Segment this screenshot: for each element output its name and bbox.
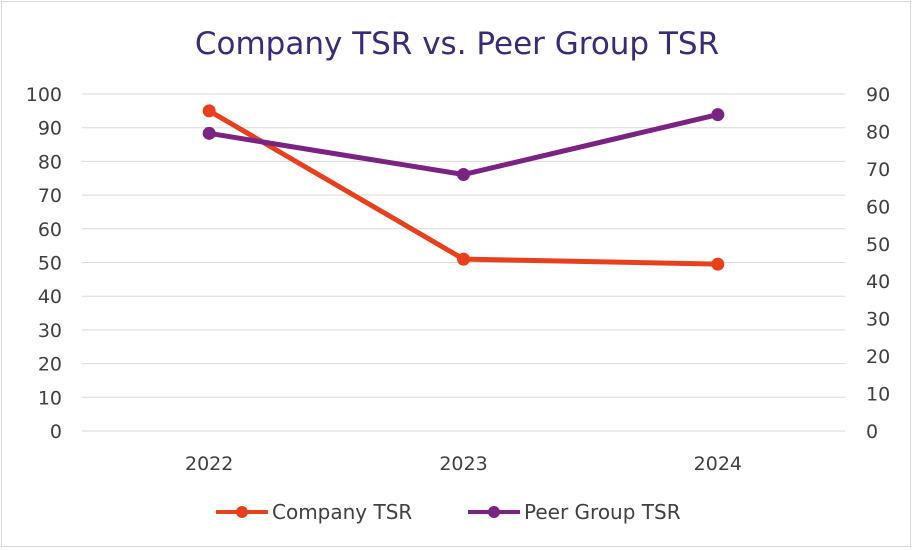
data-point[interactable] — [457, 252, 470, 266]
legend-label-company: Company TSR — [272, 500, 412, 524]
left-tick-label: 0 — [50, 421, 62, 443]
left-tick-label: 20 — [38, 354, 62, 376]
left-tick-label: 70 — [38, 185, 62, 207]
right-axis-ticks: 0 10 20 30 40 50 60 70 80 90 — [866, 84, 890, 443]
data-point[interactable] — [457, 168, 470, 182]
data-point[interactable] — [202, 126, 216, 140]
right-tick-label: 70 — [866, 159, 890, 181]
right-tick-label: 20 — [866, 346, 890, 368]
right-tick-label: 40 — [866, 271, 890, 293]
right-tick-label: 0 — [866, 421, 878, 443]
right-tick-label: 30 — [866, 309, 890, 331]
right-tick-label: 10 — [866, 384, 890, 406]
legend-item-peer-group-tsr[interactable]: Peer Group TSR — [468, 500, 681, 524]
right-tick-label: 90 — [866, 84, 890, 106]
legend-item-company-tsr[interactable]: Company TSR — [216, 500, 412, 524]
legend-marker-peer — [488, 506, 500, 518]
left-tick-label: 90 — [38, 118, 62, 140]
right-tick-label: 50 — [866, 234, 890, 256]
left-tick-label: 100 — [26, 84, 62, 106]
left-tick-label: 80 — [38, 151, 62, 173]
x-axis-ticks: 2022 2023 2024 — [185, 453, 742, 475]
left-tick-label: 10 — [38, 387, 62, 409]
legend-label-peer: Peer Group TSR — [524, 500, 681, 524]
x-tick-label: 2022 — [185, 453, 233, 475]
left-tick-label: 40 — [38, 286, 62, 308]
x-tick-label: 2023 — [439, 453, 487, 475]
series-lines — [202, 104, 725, 271]
series-line-peer — [206, 112, 721, 178]
left-axis-ticks: 0 10 20 30 40 50 60 70 80 90 100 — [26, 84, 62, 443]
data-point[interactable] — [711, 257, 725, 271]
left-tick-label: 60 — [38, 219, 62, 241]
right-tick-label: 60 — [866, 196, 890, 218]
left-tick-label: 50 — [38, 253, 62, 275]
x-tick-label: 2024 — [694, 453, 742, 475]
data-point[interactable] — [202, 104, 216, 118]
legend-marker-company — [236, 506, 248, 518]
legend: Company TSR Peer Group TSR — [216, 500, 681, 524]
left-tick-label: 30 — [38, 320, 62, 342]
data-point[interactable] — [711, 108, 725, 122]
chart-title: Company TSR vs. Peer Group TSR — [195, 26, 719, 62]
right-tick-label: 80 — [866, 121, 890, 143]
